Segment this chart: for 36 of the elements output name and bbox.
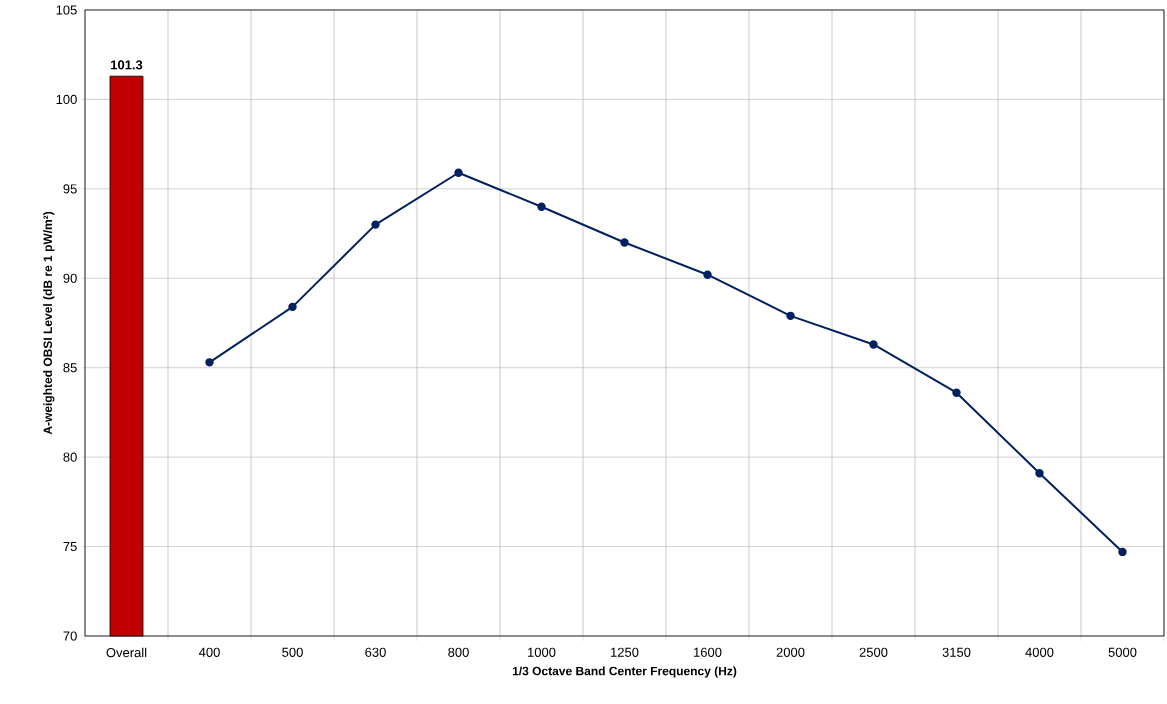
y-tick-label: 90	[63, 273, 77, 283]
y-tick-label: 105	[56, 5, 77, 15]
x-tick-label: 1250	[611, 647, 639, 657]
point	[454, 168, 463, 177]
x-tick-label: Overall	[106, 647, 147, 658]
point	[371, 220, 380, 229]
y-tick-label: 100	[56, 94, 77, 105]
x-tick-label: 4000	[1025, 647, 1054, 657]
point	[869, 340, 878, 349]
point	[288, 302, 297, 312]
x-tick-label: 400	[198, 647, 220, 657]
point	[1035, 469, 1044, 478]
point	[786, 311, 795, 321]
x-tick-label: 3150	[942, 647, 971, 657]
x-tick-label: 2000	[776, 647, 805, 657]
x-tick-label: 630	[365, 647, 386, 657]
y-tick-label: 85	[63, 363, 77, 373]
data-label: 101.3	[111, 60, 143, 70]
y-tick-label: 70	[63, 631, 77, 641]
point	[952, 388, 961, 397]
x-tick-label: 800	[448, 647, 469, 657]
point	[205, 358, 214, 367]
point	[537, 202, 546, 211]
x-tick-label: 500	[282, 647, 303, 657]
x-tick-label: 1000	[528, 647, 556, 657]
y-tick-label: 80	[63, 452, 77, 462]
x-tick-label: 2500	[859, 647, 888, 657]
point	[1118, 547, 1127, 557]
x-tick-label: 5000	[1108, 647, 1137, 657]
point	[703, 270, 712, 279]
x-tick-label: 1600	[694, 647, 722, 657]
x-axis-title: 1/3 Octave Band Center Frequency (Hz)	[512, 666, 737, 678]
point	[620, 238, 629, 247]
y-tick-label: 75	[63, 542, 77, 552]
y-axis-title: A-weighted OBSI Level (dB re 1 pW/m²)	[43, 211, 55, 435]
y-tick-label: 95	[63, 184, 77, 194]
